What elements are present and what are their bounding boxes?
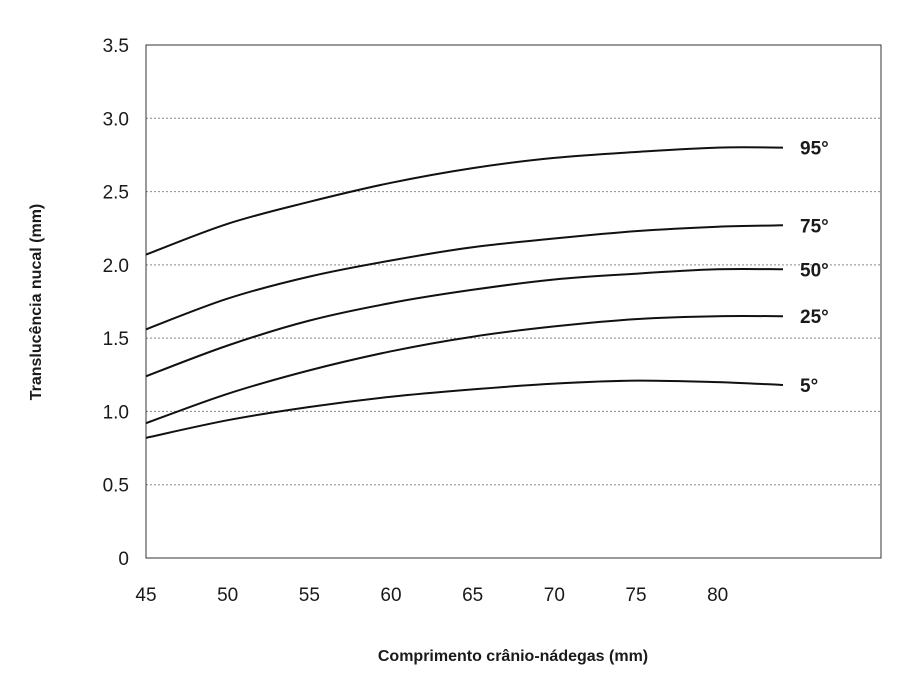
x-tick-label-50: 50 <box>217 585 238 606</box>
series-line-5th <box>145 379 784 439</box>
plot-frame <box>145 44 882 559</box>
series-label-95th: 95° <box>800 139 829 160</box>
y-axis-title: Translucência nucal (mm) <box>28 204 45 401</box>
series-label-75th: 75° <box>800 216 829 237</box>
y-tick-label-1-0: 1.0 <box>103 402 129 423</box>
y-tick-label-3-0: 3.0 <box>103 109 129 130</box>
series-lines <box>145 146 784 439</box>
x-axis-title: Comprimento crânio-nádegas (mm) <box>378 648 648 665</box>
y-tick-label-2-5: 2.5 <box>103 183 129 204</box>
series-label-5th: 5° <box>800 376 818 397</box>
series-line-25th <box>145 314 784 425</box>
x-tick-label-55: 55 <box>299 585 320 606</box>
x-tick-label-60: 60 <box>380 585 401 606</box>
y-axis-ticks: 0 0.5 1.0 1.5 2.0 2.5 3.0 3.5 <box>103 36 129 570</box>
x-tick-label-75: 75 <box>625 585 646 606</box>
x-axis-ticks: 45 50 55 60 65 70 75 80 <box>135 585 728 606</box>
x-tick-label-80: 80 <box>707 585 728 606</box>
series-line-50th <box>145 267 784 378</box>
series-labels: 95° 75° 50° 25° 5° <box>800 139 829 397</box>
x-tick-label-70: 70 <box>544 585 565 606</box>
y-tick-label-3-5: 3.5 <box>103 36 129 57</box>
gridlines <box>146 117 881 486</box>
series-line-95th <box>145 146 784 256</box>
x-tick-label-45: 45 <box>135 585 156 606</box>
series-line-75th <box>145 224 784 331</box>
y-tick-label-2-0: 2.0 <box>103 256 129 277</box>
y-tick-label-0: 0 <box>118 549 129 570</box>
series-label-50th: 50° <box>800 260 829 281</box>
y-tick-label-0-5: 0.5 <box>103 476 129 497</box>
x-tick-label-65: 65 <box>462 585 483 606</box>
y-tick-label-1-5: 1.5 <box>103 329 129 350</box>
series-label-25th: 25° <box>800 307 829 328</box>
